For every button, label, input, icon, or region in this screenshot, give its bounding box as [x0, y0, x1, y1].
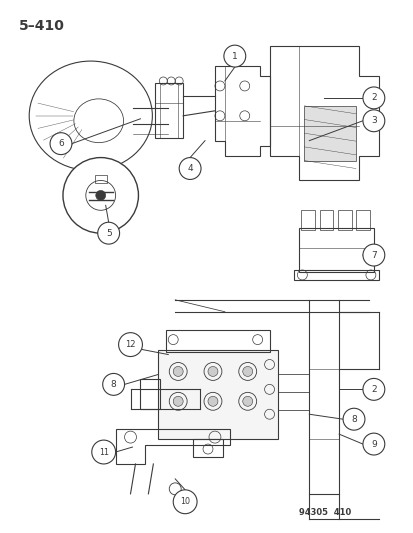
Text: 8: 8 — [111, 380, 116, 389]
Bar — [304, 106, 355, 160]
Text: 3: 3 — [370, 116, 376, 125]
Circle shape — [97, 222, 119, 244]
Bar — [192, 439, 222, 457]
Text: 7: 7 — [370, 251, 376, 260]
Bar — [319, 211, 333, 230]
Circle shape — [342, 408, 364, 430]
Text: 9: 9 — [370, 440, 376, 449]
Bar — [155, 83, 183, 138]
Circle shape — [242, 367, 252, 376]
Bar — [294, 270, 378, 280]
Circle shape — [50, 133, 72, 155]
Text: 4: 4 — [187, 164, 192, 173]
Circle shape — [242, 397, 252, 406]
Bar — [355, 211, 369, 230]
Text: 8: 8 — [350, 415, 356, 424]
Text: 2: 2 — [370, 93, 376, 102]
Circle shape — [102, 374, 124, 395]
Text: 10: 10 — [180, 497, 190, 506]
Circle shape — [173, 397, 183, 406]
Circle shape — [92, 440, 115, 464]
Text: 6: 6 — [58, 139, 64, 148]
Bar — [158, 350, 277, 439]
Circle shape — [362, 87, 384, 109]
Text: 1: 1 — [231, 52, 237, 61]
Circle shape — [118, 333, 142, 357]
Circle shape — [173, 490, 197, 514]
Circle shape — [63, 158, 138, 233]
Circle shape — [362, 244, 384, 266]
Text: 12: 12 — [125, 340, 135, 349]
Bar — [337, 211, 351, 230]
Circle shape — [223, 45, 245, 67]
Circle shape — [173, 367, 183, 376]
Text: 5: 5 — [106, 229, 111, 238]
Text: 94305  410: 94305 410 — [299, 508, 351, 516]
Bar — [299, 228, 373, 272]
Text: 5–410: 5–410 — [19, 19, 65, 33]
Text: 2: 2 — [370, 385, 376, 394]
Circle shape — [362, 433, 384, 455]
Bar — [140, 379, 160, 409]
Bar — [95, 175, 107, 183]
Circle shape — [362, 378, 384, 400]
Bar — [301, 211, 315, 230]
Bar — [166, 330, 269, 352]
Circle shape — [207, 397, 217, 406]
Circle shape — [207, 367, 217, 376]
Circle shape — [179, 158, 201, 180]
Circle shape — [95, 190, 105, 200]
Text: 11: 11 — [98, 448, 109, 457]
Circle shape — [362, 110, 384, 132]
